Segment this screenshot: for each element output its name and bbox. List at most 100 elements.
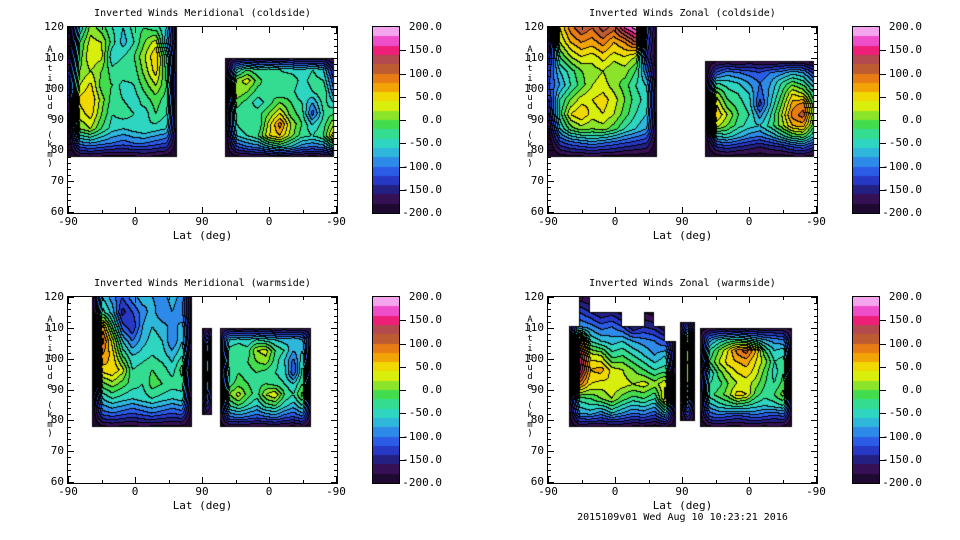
y-minor-tick [548, 206, 551, 207]
y-minor-tick [68, 144, 71, 145]
x-tick-label: -90 [806, 215, 826, 228]
colorbar-label: -150.0 [882, 183, 922, 196]
colorbar-tick [879, 390, 886, 391]
colorbar-label: 150.0 [408, 313, 442, 326]
y-minor-tick [814, 175, 817, 176]
y-major-tick [548, 181, 554, 182]
y-major-tick [68, 359, 74, 360]
y-minor-tick [548, 76, 551, 77]
y-minor-tick [68, 46, 71, 47]
colorbar-label: 50.0 [415, 360, 443, 373]
panel-meridional-coldside: Inverted Winds Meridional (coldside) A l… [0, 0, 480, 270]
colorbar-label: -100.0 [402, 160, 442, 173]
y-minor-tick [548, 144, 551, 145]
colorbar-label: 0.0 [902, 383, 922, 396]
y-minor-tick [814, 316, 817, 317]
y-minor-tick [68, 187, 71, 188]
y-minor-tick [814, 383, 817, 384]
colorbar-tick [879, 143, 886, 144]
x-major-tick [615, 297, 616, 303]
y-minor-tick [68, 132, 71, 133]
y-minor-tick [334, 470, 337, 471]
y-minor-tick [68, 396, 71, 397]
colorbar [372, 296, 400, 484]
y-minor-tick [814, 464, 817, 465]
colorbar-tick [879, 367, 886, 368]
y-minor-tick [814, 64, 817, 65]
y-minor-tick [814, 83, 817, 84]
y-axis-label: A l t i t u d e ( k m ) [47, 315, 53, 439]
y-minor-tick [334, 169, 337, 170]
colorbar-tick [879, 120, 886, 121]
x-major-tick [202, 297, 203, 303]
colorbar [372, 26, 400, 214]
y-minor-tick [68, 70, 71, 71]
y-major-tick [331, 89, 337, 90]
y-minor-tick [814, 95, 817, 96]
y-minor-tick [814, 309, 817, 310]
x-major-tick [336, 477, 337, 483]
y-minor-tick [814, 39, 817, 40]
y-minor-tick [68, 200, 71, 201]
x-major-tick [682, 27, 683, 33]
y-minor-tick [814, 157, 817, 158]
y-major-tick [331, 297, 337, 298]
y-minor-tick [68, 83, 71, 84]
colorbar-canvas [373, 27, 399, 213]
y-minor-tick [68, 113, 71, 114]
y-minor-tick [548, 396, 551, 397]
x-minor-tick [102, 480, 103, 483]
y-minor-tick [68, 33, 71, 34]
x-minor-tick [102, 210, 103, 213]
y-minor-tick [68, 334, 71, 335]
y-minor-tick [548, 408, 551, 409]
y-major-tick [811, 482, 817, 483]
y-major-tick [331, 482, 337, 483]
y-minor-tick [814, 107, 817, 108]
y-minor-tick [334, 64, 337, 65]
y-major-tick [548, 482, 554, 483]
colorbar-label: -50.0 [888, 136, 922, 149]
y-minor-tick [68, 52, 71, 53]
y-minor-tick [548, 445, 551, 446]
x-minor-tick [783, 480, 784, 483]
y-minor-tick [814, 402, 817, 403]
y-minor-tick [814, 365, 817, 366]
y-major-tick [811, 420, 817, 421]
x-minor-tick [102, 27, 103, 30]
y-minor-tick [334, 126, 337, 127]
x-tick-label: -90 [538, 485, 558, 498]
plot-area [67, 296, 338, 484]
y-minor-tick [548, 52, 551, 53]
y-minor-tick [68, 470, 71, 471]
y-minor-tick [68, 464, 71, 465]
y-major-tick [68, 212, 74, 213]
x-major-tick [202, 207, 203, 213]
y-major-tick [68, 181, 74, 182]
y-minor-tick [334, 157, 337, 158]
x-major-tick [548, 207, 549, 213]
x-major-tick [336, 297, 337, 303]
x-tick-label: 90 [195, 485, 209, 498]
panel-zonal-warmside: Inverted Winds Zonal (warmside) A l t i … [480, 270, 960, 540]
y-minor-tick [814, 101, 817, 102]
y-tick-label: 60 [530, 205, 544, 218]
y-minor-tick [334, 396, 337, 397]
x-tick-label: 0 [611, 215, 619, 228]
colorbar-label: 200.0 [888, 20, 922, 33]
y-minor-tick [548, 200, 551, 201]
y-major-tick [68, 451, 74, 452]
y-major-tick [331, 328, 337, 329]
y-major-tick [68, 297, 74, 298]
y-major-tick [811, 27, 817, 28]
y-minor-tick [814, 457, 817, 458]
colorbar-label: 0.0 [902, 113, 922, 126]
y-major-tick [811, 390, 817, 391]
colorbar-tick [399, 74, 406, 75]
colorbar-label: 150.0 [888, 43, 922, 56]
x-major-tick [336, 207, 337, 213]
colorbar-tick [879, 320, 886, 321]
y-minor-tick [68, 76, 71, 77]
x-tick-label: 0 [265, 215, 273, 228]
